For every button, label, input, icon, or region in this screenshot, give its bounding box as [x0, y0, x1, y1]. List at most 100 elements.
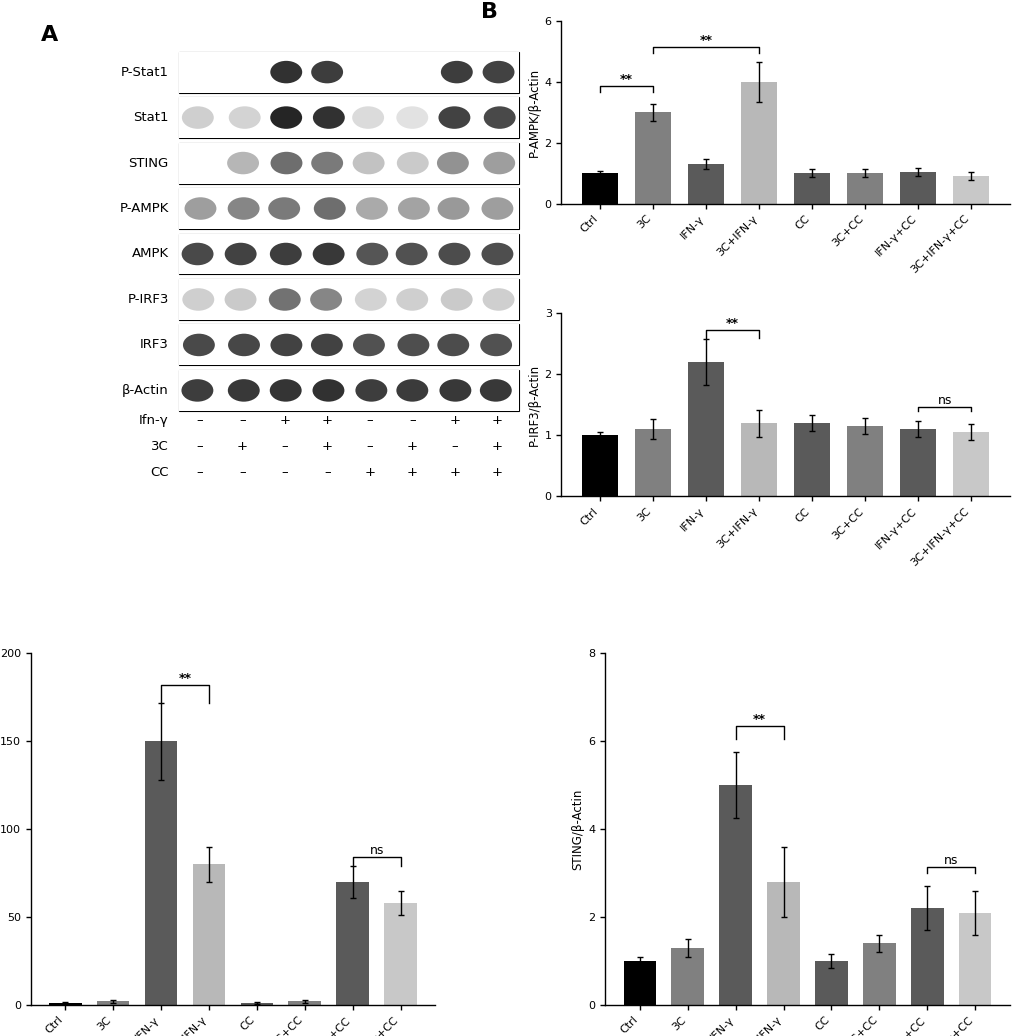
Text: 3C: 3C	[151, 440, 168, 453]
Ellipse shape	[182, 288, 214, 311]
Text: +: +	[236, 440, 248, 453]
Text: ns: ns	[943, 854, 958, 866]
Ellipse shape	[270, 334, 302, 356]
Ellipse shape	[270, 107, 302, 128]
FancyBboxPatch shape	[433, 143, 476, 183]
Ellipse shape	[397, 197, 429, 220]
FancyBboxPatch shape	[433, 370, 476, 411]
Ellipse shape	[438, 242, 470, 265]
Bar	[145, 742, 177, 1005]
FancyBboxPatch shape	[348, 279, 391, 320]
FancyBboxPatch shape	[391, 370, 433, 411]
FancyBboxPatch shape	[306, 324, 348, 366]
FancyBboxPatch shape	[263, 324, 306, 366]
Text: +: +	[491, 413, 502, 427]
Ellipse shape	[313, 107, 344, 128]
Text: –: –	[238, 413, 246, 427]
Text: Ifn-γ: Ifn-γ	[139, 413, 168, 427]
FancyBboxPatch shape	[221, 143, 263, 183]
FancyBboxPatch shape	[178, 370, 221, 411]
FancyBboxPatch shape	[476, 279, 519, 320]
Text: –: –	[238, 466, 246, 479]
Bar	[384, 903, 417, 1005]
Ellipse shape	[184, 197, 216, 220]
Y-axis label: STING/β-Actin: STING/β-Actin	[571, 788, 584, 870]
Ellipse shape	[479, 379, 512, 402]
Ellipse shape	[270, 61, 302, 83]
FancyBboxPatch shape	[221, 97, 263, 138]
Bar	[634, 429, 671, 496]
Text: ns: ns	[936, 395, 951, 407]
Bar	[794, 423, 829, 496]
Text: –: –	[366, 440, 373, 453]
Ellipse shape	[353, 152, 384, 174]
Ellipse shape	[355, 379, 387, 402]
FancyBboxPatch shape	[178, 324, 221, 366]
Text: –: –	[324, 466, 330, 479]
FancyBboxPatch shape	[178, 52, 519, 92]
Ellipse shape	[352, 107, 384, 128]
Ellipse shape	[313, 242, 344, 265]
Text: β-Actin: β-Actin	[122, 384, 168, 397]
Bar	[900, 429, 935, 496]
Text: +: +	[322, 413, 332, 427]
FancyBboxPatch shape	[306, 143, 348, 183]
FancyBboxPatch shape	[348, 370, 391, 411]
Ellipse shape	[437, 334, 469, 356]
FancyBboxPatch shape	[348, 324, 391, 366]
FancyBboxPatch shape	[476, 324, 519, 366]
Text: –: –	[197, 466, 203, 479]
Bar	[958, 913, 990, 1005]
Ellipse shape	[440, 288, 472, 311]
Text: +: +	[279, 413, 290, 427]
Text: **: **	[699, 33, 712, 47]
Ellipse shape	[270, 152, 303, 174]
Ellipse shape	[181, 242, 213, 265]
FancyBboxPatch shape	[221, 189, 263, 229]
FancyBboxPatch shape	[178, 279, 519, 320]
FancyBboxPatch shape	[348, 52, 391, 92]
FancyBboxPatch shape	[221, 233, 263, 275]
Ellipse shape	[310, 288, 341, 311]
Ellipse shape	[312, 379, 344, 402]
Y-axis label: P-IRF3/β-Actin: P-IRF3/β-Actin	[527, 364, 540, 445]
Text: **: **	[178, 672, 192, 685]
Text: –: –	[281, 466, 288, 479]
Ellipse shape	[480, 334, 512, 356]
FancyBboxPatch shape	[263, 279, 306, 320]
FancyBboxPatch shape	[178, 279, 221, 320]
Text: –: –	[451, 440, 458, 453]
Ellipse shape	[440, 61, 472, 83]
Ellipse shape	[356, 242, 388, 265]
Text: ns: ns	[369, 844, 383, 858]
Text: P-AMPK: P-AMPK	[119, 202, 168, 215]
FancyBboxPatch shape	[476, 52, 519, 92]
Text: +: +	[364, 466, 375, 479]
Ellipse shape	[439, 379, 471, 402]
Bar	[718, 785, 751, 1005]
Text: –: –	[366, 413, 373, 427]
FancyBboxPatch shape	[178, 189, 221, 229]
Bar	[336, 882, 369, 1005]
FancyBboxPatch shape	[178, 143, 519, 183]
Text: –: –	[197, 440, 203, 453]
Bar	[847, 426, 882, 496]
FancyBboxPatch shape	[476, 189, 519, 229]
Bar	[900, 172, 935, 204]
Bar	[671, 948, 703, 1005]
FancyBboxPatch shape	[178, 97, 519, 138]
FancyBboxPatch shape	[306, 189, 348, 229]
Y-axis label: P-AMPK/β-Actin: P-AMPK/β-Actin	[527, 67, 540, 156]
FancyBboxPatch shape	[178, 233, 221, 275]
FancyBboxPatch shape	[348, 143, 391, 183]
Ellipse shape	[353, 334, 384, 356]
FancyBboxPatch shape	[391, 143, 433, 183]
Text: CC: CC	[150, 466, 168, 479]
Ellipse shape	[356, 197, 387, 220]
Bar	[193, 864, 225, 1005]
Text: P-IRF3: P-IRF3	[127, 293, 168, 306]
FancyBboxPatch shape	[348, 189, 391, 229]
FancyBboxPatch shape	[391, 52, 433, 92]
Bar	[97, 1002, 129, 1005]
FancyBboxPatch shape	[306, 97, 348, 138]
